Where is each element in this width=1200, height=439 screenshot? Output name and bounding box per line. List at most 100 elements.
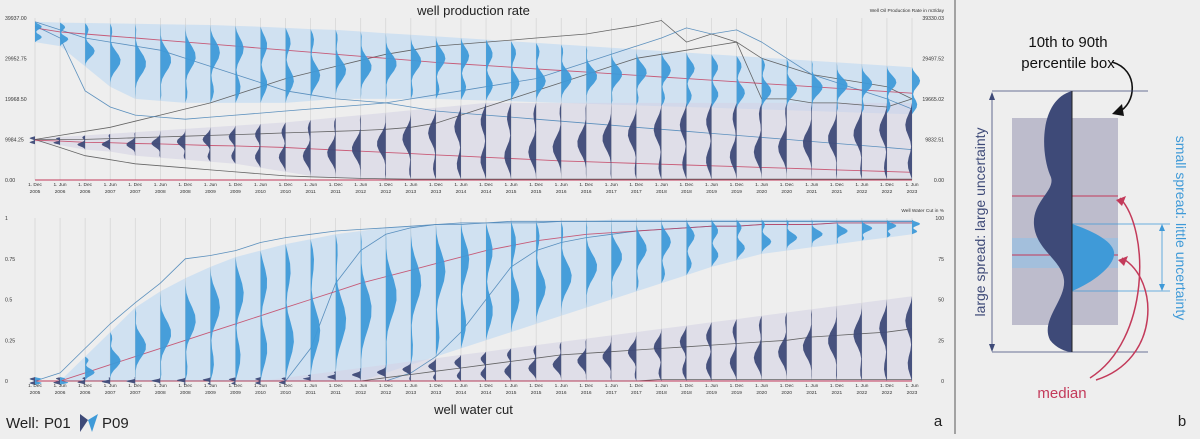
member-line-p01 <box>34 139 912 180</box>
violin-p01 <box>480 351 487 381</box>
violin-p09 <box>385 33 397 99</box>
violin-p01 <box>176 377 186 385</box>
violin-p01 <box>126 132 136 156</box>
x-tick-label: 1. Jun 2011 <box>304 383 317 396</box>
violin-p01 <box>255 124 261 168</box>
band-p01 <box>35 102 912 180</box>
y-tick-label-right: 19665.02 <box>922 97 944 103</box>
violin-p01 <box>552 102 562 180</box>
violin-p01 <box>77 377 86 385</box>
violin-p09 <box>110 23 121 87</box>
x-tick-label: 1. Dec 2016 <box>579 383 593 396</box>
x-tick-label: 1. Dec 2015 <box>529 383 543 396</box>
violin-p09 <box>761 57 772 110</box>
x-tick-label: 1. Dec 2012 <box>379 182 393 195</box>
violin-p09 <box>385 227 397 373</box>
violin-p09 <box>861 64 873 113</box>
x-tick-label: 1. Dec 2018 <box>680 182 694 195</box>
x-tick-label: 1. Dec 2006 <box>78 182 92 195</box>
violin-p01 <box>879 102 887 180</box>
violin-p01 <box>402 110 411 180</box>
x-tick-label: 1. Jun 2018 <box>655 182 668 195</box>
x-tick-label: 1. Jun 2014 <box>454 182 467 195</box>
panel-label-b: b <box>1178 413 1186 430</box>
violin-p01 <box>151 130 161 158</box>
violin-p09 <box>486 222 493 341</box>
y-tick-label-left: 0.25 <box>5 338 15 344</box>
x-tick-label: 1. Dec 2022 <box>880 182 894 195</box>
violin-p01 <box>352 368 361 381</box>
x-tick-label: 1. Jun 2013 <box>404 383 417 396</box>
violin-p09 <box>160 24 171 101</box>
y-tick-label-left: 29952.75 <box>5 57 27 63</box>
violin-p09 <box>661 219 671 284</box>
violin-p09 <box>360 31 372 99</box>
x-tick-label: 1. Jun 2022 <box>855 182 868 195</box>
x-tick-label: 1. Dec 2014 <box>479 383 493 396</box>
violin-p09 <box>285 27 294 103</box>
violin-p09 <box>410 226 422 365</box>
median-arrow-2 <box>1095 257 1149 381</box>
x-tick-label: 1. Dec 2013 <box>429 182 443 195</box>
x-tick-label: 1. Dec 2020 <box>780 182 794 195</box>
x-tick-label: 1. Dec 2011 <box>329 182 343 195</box>
violin-p01 <box>101 133 111 152</box>
x-tick-label: 1. Dec 2008 <box>178 182 192 195</box>
violin-p01 <box>577 102 587 180</box>
x-tick-label: 1. Dec 2010 <box>279 182 293 195</box>
violin-p09 <box>912 67 921 115</box>
percentile-arrow <box>1111 61 1134 113</box>
violin-p01 <box>577 338 587 381</box>
violin-p01 <box>753 315 762 381</box>
violin-p09 <box>460 38 470 100</box>
violin-p09 <box>460 222 470 349</box>
x-tick-label: 1. Dec 2021 <box>830 383 844 396</box>
violin-p09 <box>310 239 321 381</box>
y-tick-label-right: 0 <box>941 379 944 385</box>
x-tick-label: 1. Jun 2015 <box>505 383 518 396</box>
x-tick-label: 1. Jun 2019 <box>705 383 718 396</box>
violin-p01 <box>29 136 35 145</box>
legend-p01-icon <box>80 414 88 432</box>
y-tick-label-right: 29497.52 <box>922 57 944 63</box>
x-tick-label: 1. Jun 2008 <box>154 383 167 396</box>
violin-p09 <box>260 250 268 381</box>
x-tick-label: 1. Dec 2009 <box>229 383 243 396</box>
violin-p01 <box>402 361 411 381</box>
x-tick-label: 1. Jun 2010 <box>254 383 267 396</box>
x-tick-label: 1. Dec 2012 <box>379 383 393 396</box>
median-line-p09 <box>35 222 912 382</box>
violin-p01 <box>428 107 436 180</box>
band-p09 <box>35 219 912 381</box>
violin-p01 <box>602 102 612 180</box>
band-p09 <box>35 21 912 115</box>
x-tick-label: 1. Jun 2006 <box>54 383 67 396</box>
violin-p01 <box>653 328 662 381</box>
violin-p01 <box>802 309 812 381</box>
violin-p09 <box>536 42 546 103</box>
chart-title: well production rate <box>416 3 530 18</box>
x-tick-label: 1. Jun 2012 <box>354 383 367 396</box>
legend-p09-icon <box>88 414 98 432</box>
percentile-arrow-head <box>1112 104 1124 116</box>
x-tick-label: 1. Dec 2007 <box>128 383 142 396</box>
legend-well-p01: P01 <box>44 415 71 432</box>
y-tick-label-right: 100 <box>935 216 944 222</box>
legend-well-p09: P09 <box>102 415 129 432</box>
violin-p09 <box>285 244 294 381</box>
large-spread-label: large spread: large uncertainty <box>972 127 988 316</box>
violin-p01 <box>729 102 737 180</box>
x-tick-label: 1. Dec 2019 <box>730 182 744 195</box>
panel-label-a: a <box>934 413 943 430</box>
violin-p01 <box>778 102 787 180</box>
violin-p01 <box>255 377 261 385</box>
violin-p09 <box>160 291 171 381</box>
x-tick-label: 1. Jun 2013 <box>404 182 417 195</box>
small-spread-arrow-head-top <box>1159 224 1165 231</box>
median-arrow-1-head <box>1116 196 1126 206</box>
x-tick-label: 1. Jun 2008 <box>154 182 167 195</box>
x-tick-label: 1. Jun 2020 <box>755 383 768 396</box>
y-tick-label-right: 25 <box>938 338 944 344</box>
